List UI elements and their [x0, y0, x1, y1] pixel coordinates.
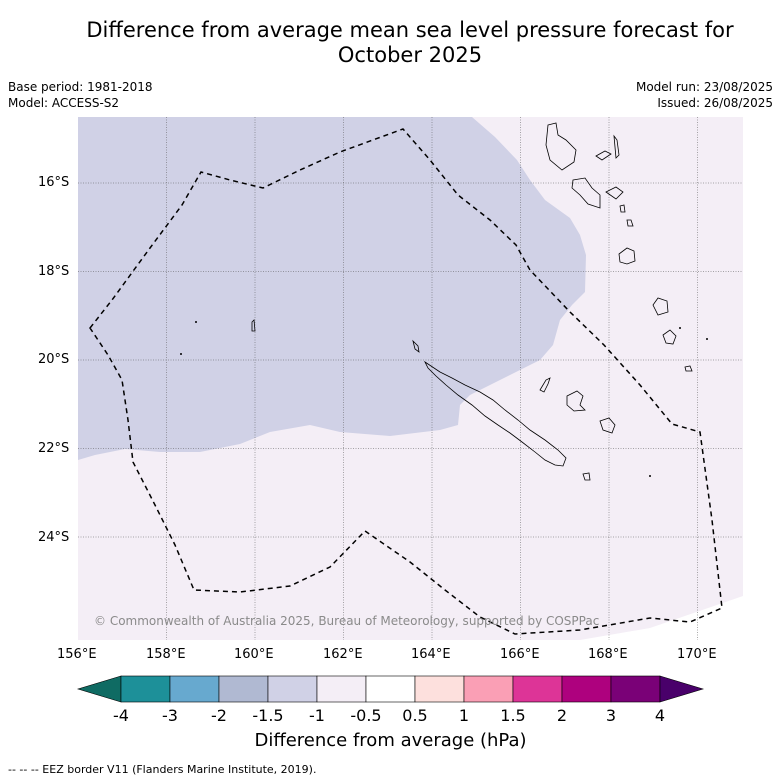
- lat-label-24s: 24°S: [38, 530, 70, 545]
- colorbar-segment: [120, 675, 171, 703]
- colorbar-segment: [512, 675, 563, 703]
- ambrym: [605, 186, 624, 200]
- gridlines: [78, 117, 743, 640]
- mare-island: [599, 417, 616, 434]
- ouvea-island: [539, 377, 551, 393]
- lat-label-20s: 20°S: [38, 352, 70, 367]
- eez-legend: -- -- -- EEZ border V11 (Flanders Marine…: [8, 763, 317, 776]
- lon-label-168e: 168°E: [588, 647, 628, 662]
- colorbar-segment: [561, 675, 612, 703]
- lon-label-170e: 170°E: [677, 647, 717, 662]
- colorbar-tick-label: 1.5: [500, 706, 526, 725]
- ambae: [595, 150, 612, 161]
- colorbar-title: Difference from average (hPa): [254, 730, 527, 751]
- lat-label-16s: 16°S: [38, 175, 70, 190]
- lon-label-162e: 162°E: [323, 647, 363, 662]
- eez-border: [89, 128, 723, 635]
- reef-dot-2: [180, 353, 182, 355]
- colorbar-segment: [316, 675, 367, 703]
- lat-label-18s: 18°S: [38, 264, 70, 279]
- epi-shepherd: [619, 204, 634, 227]
- colorbar-segment: [267, 675, 318, 703]
- colorbar-tick-label: 2: [556, 706, 568, 725]
- chesterfield-reef: [251, 319, 256, 332]
- copyright-notice: © Commonwealth of Australia 2025, Bureau…: [94, 614, 600, 628]
- colorbar-segment: [414, 675, 465, 703]
- base-period: Base period: 1981-2018: [8, 80, 153, 94]
- field-white-corner: [580, 596, 743, 640]
- new-caledonia-coastline: [423, 360, 567, 467]
- colorbar-tick-label: -0.5: [350, 706, 382, 725]
- maewo-pentecost: [613, 134, 620, 159]
- meta-left: Base period: 1981-2018 Model: ACCESS-S2: [8, 79, 153, 111]
- colorbar-segment: [610, 675, 661, 703]
- efate: [618, 247, 636, 265]
- malakula: [571, 177, 601, 209]
- lon-label-166e: 166°E: [500, 647, 540, 662]
- colorbar-tick-label: 4: [654, 706, 666, 725]
- colorbar-extend-high: [659, 675, 705, 703]
- chart-title: Difference from average mean sea level p…: [40, 18, 780, 68]
- reef-dot-1: [195, 321, 197, 323]
- tanna: [662, 329, 677, 345]
- colorbar-tick-label: 1: [458, 706, 470, 725]
- colorbar-segment: [169, 675, 220, 703]
- aneityum: [684, 365, 693, 372]
- lon-label-160e: 160°E: [234, 647, 274, 662]
- lon-label-164e: 164°E: [411, 647, 451, 662]
- meta-right: Model run: 23/08/2025 Issued: 26/08/2025: [636, 79, 773, 111]
- lon-label-158e: 158°E: [146, 647, 186, 662]
- colorbar-tick-label: 0.5: [402, 706, 428, 725]
- model-name: Model: ACCESS-S2: [8, 96, 120, 110]
- erromango: [652, 297, 669, 316]
- colorbar-tick-label: -2: [211, 706, 227, 725]
- colorbar-tick-label: -1.5: [252, 706, 284, 725]
- issued-date: Issued: 26/08/2025: [657, 96, 773, 110]
- colorbar: [76, 675, 705, 703]
- lat-label-22s: 22°S: [38, 441, 70, 456]
- lifou-island: [566, 390, 586, 412]
- espiritu-santo: [545, 122, 577, 171]
- belep-islands: [412, 339, 420, 353]
- reef-dot-3: [649, 475, 651, 477]
- colorbar-segment: [463, 675, 514, 703]
- colorbar-segment: [218, 675, 269, 703]
- reef-dot-4: [706, 338, 708, 340]
- colorbar-tick-label: 3: [605, 706, 617, 725]
- model-run: Model run: 23/08/2025: [635, 80, 773, 94]
- colorbar-tick-label: -1: [309, 706, 325, 725]
- colorbar-tick-label: -3: [162, 706, 178, 725]
- colorbar-extend-low: [76, 675, 122, 703]
- ile-des-pins: [582, 472, 591, 481]
- colorbar-tick-label: -4: [113, 706, 129, 725]
- reef-dot-5: [679, 327, 681, 329]
- lon-label-156e: 156°E: [57, 647, 97, 662]
- field-negative: [78, 117, 586, 460]
- title-line-1: Difference from average mean sea level p…: [86, 18, 734, 42]
- colorbar-segment: [365, 675, 416, 703]
- title-line-2: October 2025: [337, 43, 483, 67]
